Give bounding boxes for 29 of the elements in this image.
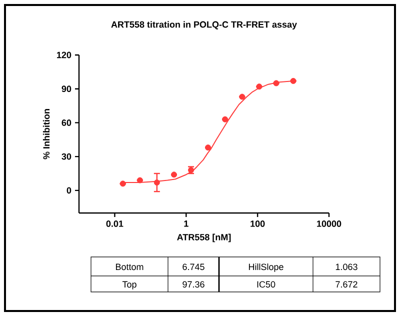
point [120,180,126,187]
x-tick-label: 0.01 [106,220,124,227]
y-tick-label: 60 [62,120,72,126]
point [256,84,262,90]
chart-title: ART558 titration in POLQ-C TR-FRET assay [111,21,297,30]
y-axis-title: % Inhibition [42,109,50,160]
point [170,172,177,178]
point [136,177,143,184]
y-tick-label: 90 [62,86,72,92]
y-tick-label: 30 [62,153,72,160]
text: IC50 [257,281,276,288]
point [222,116,228,122]
point [205,144,212,151]
x-tick-label: 100 [250,220,265,227]
text: Top [122,281,136,290]
x-axis-title: ATR558 [nM] [177,234,231,242]
text: 97.36 [182,281,204,288]
text: 1.063 [336,264,358,270]
x-tick-label: 10000 [317,220,342,227]
point [273,80,280,86]
text: HillSlope [248,263,284,272]
y-tick-label: 0 [66,187,72,194]
y-tick-label: 120 [57,52,72,58]
text: Bottom [116,264,144,270]
text: 7.672 [336,281,358,288]
text: 6.745 [182,264,204,270]
x-tick-label: 1 [184,220,188,227]
point [239,94,246,100]
point [154,180,160,186]
